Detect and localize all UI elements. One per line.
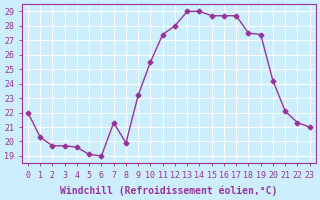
X-axis label: Windchill (Refroidissement éolien,°C): Windchill (Refroidissement éolien,°C) (60, 185, 277, 196)
